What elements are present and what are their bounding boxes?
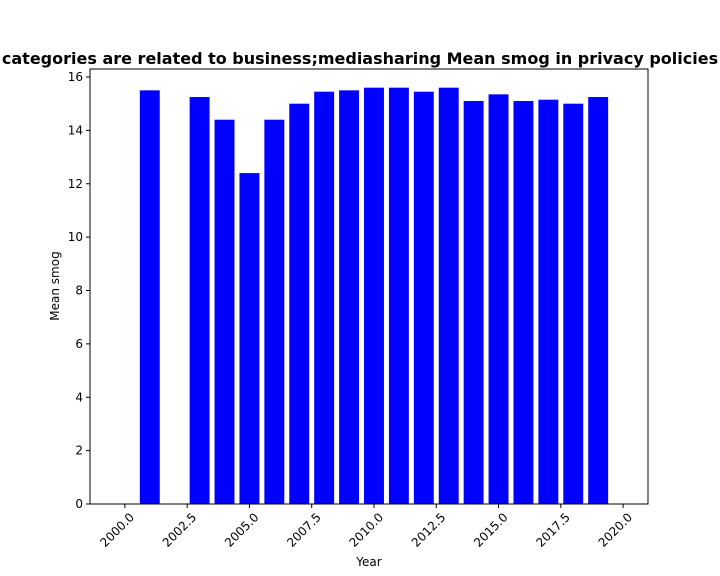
chart-title: categories are related to business;media… [2,49,718,68]
y-tick-label: 16 [68,70,83,84]
y-axis-label: Mean smog [48,251,62,320]
y-tick-label: 6 [75,337,83,351]
bar-2010 [364,87,384,505]
x-axis-label: Year [355,555,381,569]
bar-2004 [214,119,235,505]
bar-2012 [413,91,434,504]
x-tick-label: 2010.0 [347,510,387,550]
bar-2015 [488,94,509,505]
x-tick-label: 2020.0 [596,510,636,550]
y-tick-label: 2 [75,444,83,458]
bar-2014 [463,101,484,504]
bar-2018 [563,103,584,505]
bar-2011 [388,87,409,505]
bars-group [139,87,609,505]
bar-2017 [538,99,559,504]
y-tick-label: 4 [75,390,83,404]
x-tick-label: 2002.5 [160,510,200,550]
bar-2016 [513,101,534,504]
bar-2003 [189,97,210,504]
x-tick-label: 2012.5 [409,510,449,550]
y-tick-label: 0 [75,497,83,511]
bar-2009 [339,90,360,504]
bar-2008 [314,91,335,504]
bar-2019 [588,97,609,504]
plot-frame [89,68,649,505]
bar-2013 [438,87,459,505]
bar-2005 [239,173,260,504]
y-tick-label: 12 [68,177,83,191]
y-tick-label: 10 [68,230,83,244]
x-axis-ticks: 2000.0 2002.5 2005.0 2007.5 2010.0 2012.5 2015… [97,504,635,550]
x-tick-label: 2017.5 [533,510,573,550]
bar-2001 [139,90,160,504]
x-tick-label: 2007.5 [284,510,324,550]
x-tick-label: 2015.0 [471,510,511,550]
y-tick-label: 8 [75,284,83,298]
bar-2006 [264,119,285,505]
y-tick-label: 14 [68,123,83,137]
bar-2007 [289,103,310,505]
x-tick-label: 2000.0 [97,510,137,550]
y-axis-ticks: 0 2 4 6 8 10 12 14 16 [68,70,90,511]
x-tick-label: 2005.0 [222,510,262,550]
